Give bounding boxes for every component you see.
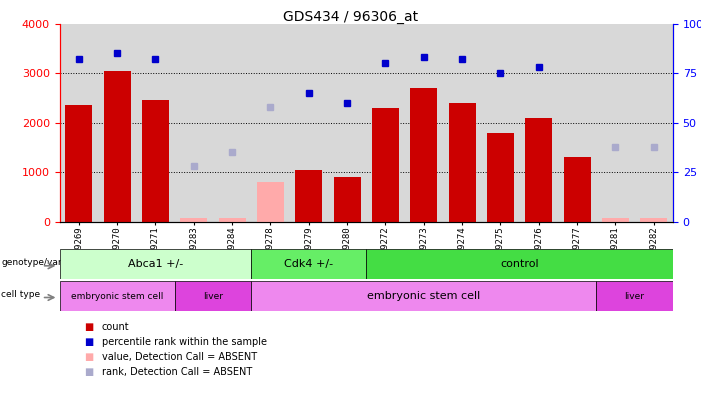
Bar bbox=[525, 118, 552, 222]
Bar bbox=[449, 103, 475, 222]
Text: Cdk4 +/-: Cdk4 +/- bbox=[284, 259, 334, 269]
Text: embryonic stem cell: embryonic stem cell bbox=[367, 291, 480, 301]
Text: value, Detection Call = ABSENT: value, Detection Call = ABSENT bbox=[102, 352, 257, 362]
Text: ■: ■ bbox=[84, 322, 93, 332]
Text: ■: ■ bbox=[84, 367, 93, 377]
Text: liver: liver bbox=[625, 291, 645, 301]
Text: cell type: cell type bbox=[1, 290, 41, 299]
Bar bbox=[257, 182, 284, 222]
Text: embryonic stem cell: embryonic stem cell bbox=[71, 291, 163, 301]
Bar bbox=[65, 105, 92, 222]
Bar bbox=[60, 249, 251, 279]
Bar bbox=[251, 249, 366, 279]
Text: GDS434 / 96306_at: GDS434 / 96306_at bbox=[283, 10, 418, 24]
Bar bbox=[410, 88, 437, 222]
Text: ■: ■ bbox=[84, 337, 93, 347]
Bar bbox=[564, 157, 590, 222]
Bar bbox=[180, 218, 207, 222]
Text: rank, Detection Call = ABSENT: rank, Detection Call = ABSENT bbox=[102, 367, 252, 377]
Bar bbox=[60, 281, 175, 311]
Bar bbox=[104, 71, 130, 222]
Text: count: count bbox=[102, 322, 129, 332]
Bar bbox=[334, 177, 360, 222]
Text: liver: liver bbox=[203, 291, 223, 301]
Bar bbox=[602, 218, 629, 222]
Bar bbox=[641, 218, 667, 222]
Text: genotype/variation: genotype/variation bbox=[1, 258, 88, 267]
Text: Abca1 +/-: Abca1 +/- bbox=[128, 259, 183, 269]
Text: control: control bbox=[501, 259, 539, 269]
Text: ■: ■ bbox=[84, 352, 93, 362]
Bar bbox=[251, 281, 597, 311]
Bar bbox=[175, 281, 251, 311]
Bar bbox=[597, 281, 673, 311]
Bar bbox=[219, 218, 245, 222]
Bar bbox=[487, 133, 514, 222]
Bar bbox=[295, 170, 322, 222]
Bar bbox=[142, 101, 169, 222]
Text: percentile rank within the sample: percentile rank within the sample bbox=[102, 337, 266, 347]
Bar bbox=[372, 108, 399, 222]
Bar bbox=[366, 249, 673, 279]
